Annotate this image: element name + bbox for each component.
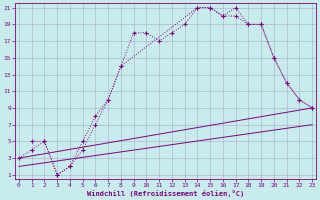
X-axis label: Windchill (Refroidissement éolien,°C): Windchill (Refroidissement éolien,°C) [87, 190, 244, 197]
